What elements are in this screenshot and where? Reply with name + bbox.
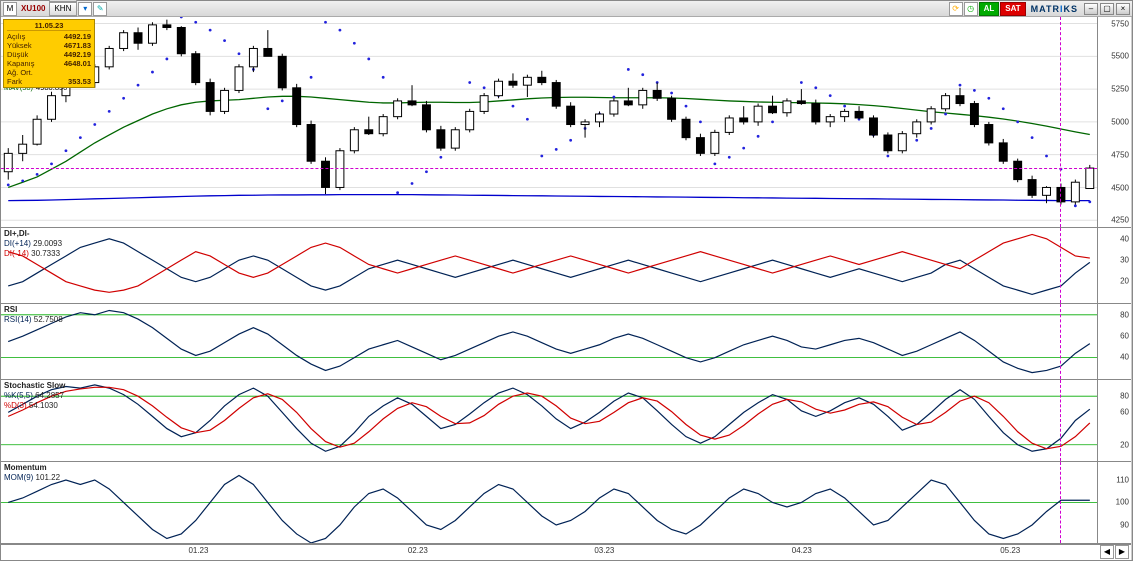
time-tick: 05.23 [1000,546,1020,555]
time-tick: 01.23 [188,546,208,555]
time-axis: ◀ ▶ 01.23 02.23 03.23 04.23 05.23 [1,544,1131,560]
mom-label: MomentumMOM(9) 101.22 [4,463,60,483]
stoch-panel[interactable]: Stochastic Slow%K(5,5) 64.2857%D(3) 54.1… [1,380,1131,462]
rsi-panel[interactable]: RSIRSI(14) 52.7508 406080 [1,304,1131,380]
buy-button[interactable]: AL [979,2,1000,16]
app-icon: M [3,2,17,16]
di-yaxis: 203040 [1097,228,1131,303]
chart-stack: 11.05.23 Açılış4492.19Yüksek4671.83Düşük… [1,17,1132,560]
price-panel[interactable]: 11.05.23 Açılış4492.19Yüksek4671.83Düşük… [1,17,1131,228]
refresh-icon[interactable]: ⟳ [949,2,963,16]
dropdown-icon[interactable]: ▾ [78,2,92,16]
scroll-left-icon[interactable]: ◀ [1100,545,1114,559]
symbol-label: XU100 [18,4,48,13]
chart-window: M XU100 GUNTLLINKHNSVDSYMTMP ▾ ✎ ⟳ ◷ AL … [0,0,1133,561]
time-tick: 02.23 [408,546,428,555]
price-yaxis: 4250450047505000525055005750 [1097,17,1131,227]
mom-yaxis: 90100110 [1097,462,1131,543]
ohlc-infobox: 11.05.23 Açılış4492.19Yüksek4671.83Düşük… [3,19,95,88]
sell-button[interactable]: SAT [1000,2,1025,16]
maximize-icon[interactable]: ▢ [1100,3,1114,15]
rsi-label: RSIRSI(14) 52.7508 [4,305,63,325]
close-icon[interactable]: × [1116,3,1130,15]
time-tick: 03.23 [594,546,614,555]
time-tick: 04.23 [792,546,812,555]
di-label: DI+,DI-DI(+14) 29.0093DI(-14) 30.7333 [4,229,62,259]
info-date: 11.05.23 [7,21,91,31]
toolbar: M XU100 GUNTLLINKHNSVDSYMTMP ▾ ✎ ⟳ ◷ AL … [1,1,1132,17]
clock-icon[interactable]: ◷ [964,2,978,16]
stoch-label: Stochastic Slow%K(5,5) 64.2857%D(3) 54.1… [4,381,65,411]
stoch-yaxis: 206080 [1097,380,1131,461]
rsi-yaxis: 406080 [1097,304,1131,379]
tb-btn-khn[interactable]: KHN [49,2,77,16]
scroll-right-icon[interactable]: ▶ [1115,545,1129,559]
di-panel[interactable]: DI+,DI-DI(+14) 29.0093DI(-14) 30.7333 20… [1,228,1131,304]
momentum-panel[interactable]: MomentumMOM(9) 101.22 90100110 [1,462,1131,544]
brand-label: MATRIKS [1027,4,1082,14]
minimize-icon[interactable]: – [1084,3,1098,15]
tool-icon[interactable]: ✎ [93,2,107,16]
